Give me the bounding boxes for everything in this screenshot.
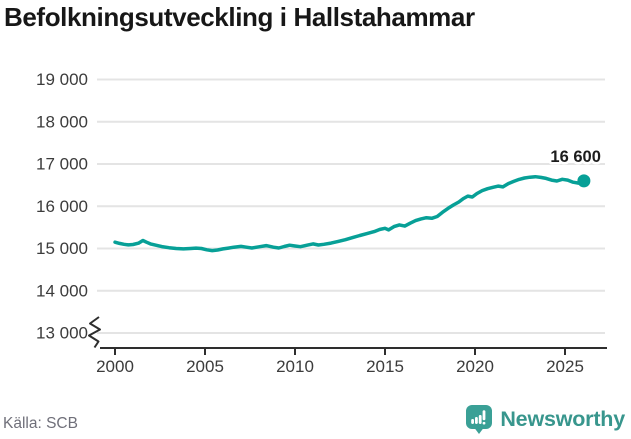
y-axis-label: 16 000	[36, 197, 88, 216]
gridlines-group	[97, 78, 605, 334]
population-series-line	[113, 174, 586, 253]
axis-labels-group: 13 000 14 000 15 000 16 000 17 000 18 000 19 0…	[36, 70, 584, 376]
y-axis-label: 14 000	[36, 281, 88, 300]
y-axis-label: 17 000	[36, 155, 88, 174]
x-axis-label: 2000	[96, 357, 134, 376]
x-axis-label: 2015	[366, 357, 404, 376]
x-axis-label: 2005	[186, 357, 224, 376]
newsworthy-logo-link[interactable]: Newsworthy	[465, 404, 625, 435]
newsworthy-icon	[466, 405, 493, 434]
newsworthy-wordmark: Newsworthy	[500, 407, 625, 431]
source-label: Källa: SCB	[3, 415, 78, 432]
x-axis-label: 2025	[546, 357, 584, 376]
x-axis-label: 2020	[456, 357, 494, 376]
y-axis-label: 13 000	[36, 324, 88, 343]
latest-value-dot	[577, 174, 591, 188]
y-axis-label: 15 000	[36, 239, 88, 258]
chart-title: Befolkningsutveckling i Hallstahammar	[4, 2, 475, 32]
y-axis-break-icon	[88, 316, 101, 349]
latest-value-label: 16 600	[550, 148, 600, 166]
x-axis-label: 2010	[276, 357, 314, 376]
y-axis-label: 19 000	[36, 70, 88, 89]
y-axis-label: 18 000	[36, 112, 88, 131]
x-ticks-group	[114, 348, 566, 355]
